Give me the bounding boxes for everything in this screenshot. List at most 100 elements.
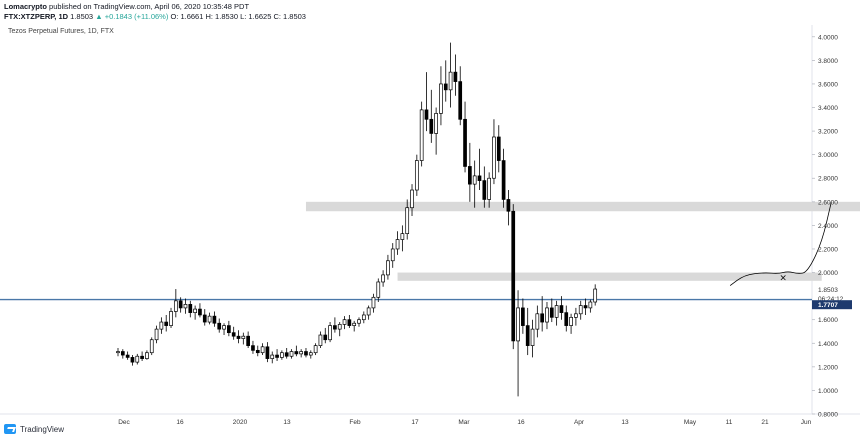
candle [342, 316, 347, 330]
candle-body-down [246, 335, 250, 346]
candle-body-up [260, 346, 265, 354]
candle-body-up [207, 315, 212, 323]
candle-body-down [304, 351, 308, 356]
candle [448, 42, 453, 108]
projection-path [729, 201, 832, 286]
candle [284, 347, 289, 359]
candle [549, 298, 554, 323]
candle [265, 342, 270, 363]
footer-brand: TradingView [20, 424, 65, 434]
candle-body-up [400, 233, 405, 240]
candle [410, 184, 414, 216]
candle [429, 89, 434, 143]
candle [487, 172, 491, 208]
resistance-zone-1 [305, 201, 860, 212]
candle [361, 311, 366, 324]
candle [294, 345, 299, 357]
candle-body-down [583, 305, 588, 309]
candle-body-up [492, 136, 496, 179]
candle-body-down [212, 315, 217, 324]
candle-body-down [559, 305, 564, 313]
candle [347, 314, 352, 328]
price-tick-label: 1.4000 [818, 341, 838, 348]
candle-body-up [530, 328, 535, 346]
candle [140, 351, 144, 361]
candle [251, 340, 255, 354]
candle [178, 297, 183, 313]
candle-body-down [251, 345, 255, 351]
level-price-badge [812, 300, 852, 310]
candle [154, 325, 159, 344]
time-tick-label: Jun [801, 419, 812, 426]
candle [400, 225, 405, 252]
candle [352, 320, 357, 332]
candle [193, 305, 197, 320]
candle-body-up [386, 260, 390, 276]
candle [299, 349, 304, 358]
candle-body-up [472, 175, 477, 185]
candle [525, 307, 530, 356]
candle [535, 305, 540, 338]
candle [236, 330, 241, 344]
time-tick-label: Feb [349, 419, 361, 426]
candle-body-down [284, 352, 289, 357]
candle-body-down [525, 325, 530, 346]
candle-body-down [140, 355, 144, 359]
candle-body-down [164, 321, 169, 326]
candle [453, 54, 458, 96]
symbol-info: FTX:XTZPERP, 1D 1.8503 ▲ +0.1843 (+11.06… [4, 12, 306, 21]
price-tick-label: 2.8000 [818, 176, 838, 183]
candle-body-up [414, 160, 419, 191]
publish-info: Lomacrypto published on TradingView.com,… [4, 2, 249, 11]
candle [439, 66, 443, 126]
candle-body-down [477, 175, 482, 181]
candle-body-up [381, 274, 385, 283]
candle-body-down [521, 307, 525, 326]
candle [246, 331, 250, 348]
candle-body-down [198, 308, 202, 316]
candle-body-up [554, 305, 559, 318]
candle-body-up [390, 248, 395, 262]
candle-body-down [482, 180, 487, 200]
candle-body-up [159, 321, 164, 330]
candle-body-up [376, 281, 381, 298]
candle [583, 298, 588, 315]
candle [463, 101, 467, 173]
candle [516, 290, 520, 397]
time-tick-label: 11 [726, 419, 733, 426]
candle [337, 322, 342, 337]
candle [116, 347, 120, 357]
chart-title: Tezos Perpetual Futures, 1D, FTX [8, 28, 114, 35]
last-price: 1.8503 [70, 12, 94, 21]
candle [564, 305, 569, 332]
candle [390, 243, 395, 268]
candle [241, 332, 246, 345]
candle [569, 313, 573, 334]
time-tick-label: 21 [761, 419, 769, 426]
candle [366, 305, 371, 320]
published-text: published on TradingView.com, April 06, … [49, 2, 250, 11]
price-tick-label: 2.4000 [818, 223, 838, 230]
resistance-zone-2 [397, 272, 822, 281]
candle [371, 293, 376, 313]
candle [130, 355, 135, 366]
candle-body-up [328, 325, 332, 341]
candle-body-up [270, 354, 275, 359]
candle [313, 343, 318, 356]
candle [125, 351, 130, 360]
candle-body-up [313, 345, 318, 354]
candle-body-down [511, 210, 516, 342]
candle [405, 199, 410, 240]
candle-body-up [352, 322, 357, 326]
candle-body-down [463, 118, 467, 167]
candle-body-down [125, 354, 130, 358]
candle [217, 318, 222, 333]
tradingview-logo-icon [4, 424, 16, 434]
candle [443, 60, 448, 102]
price-tick-label: 3.8000 [818, 58, 838, 65]
candle-body-up [366, 307, 371, 316]
candle-body-down [130, 357, 135, 363]
candle-body-down [178, 300, 183, 309]
candle [328, 322, 332, 343]
